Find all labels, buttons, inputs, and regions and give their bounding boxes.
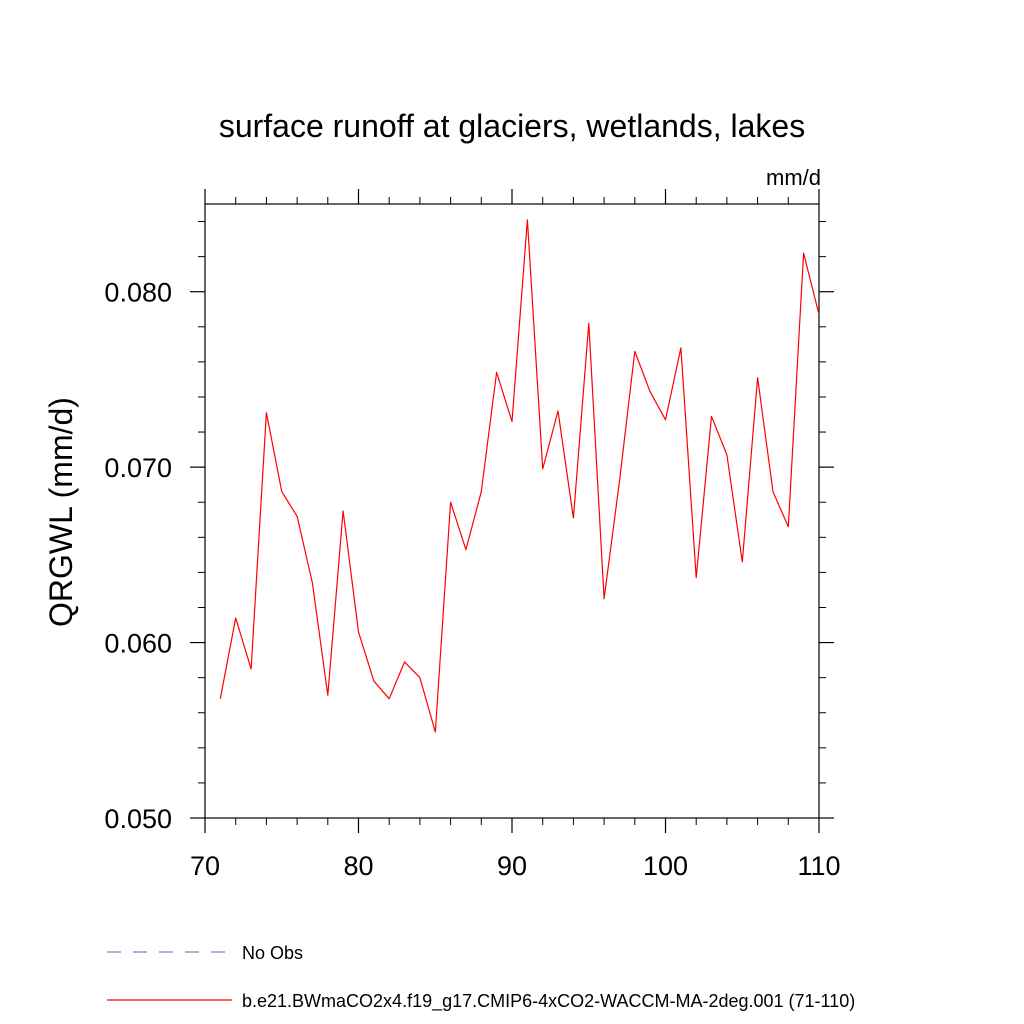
x-tick-label: 110: [797, 851, 840, 881]
x-tick-label: 100: [643, 851, 688, 881]
legend-label-0: No Obs: [242, 943, 303, 963]
axis-ticks: [190, 189, 834, 833]
x-tick-label: 80: [343, 851, 373, 881]
units-label: mm/d: [766, 165, 821, 190]
x-tick-label: 70: [190, 851, 220, 881]
legend: No Obs b.e21.BWmaCO2x4.f19_g17.CMIP6-4xCO…: [107, 943, 855, 1012]
y-tick-label: 0.070: [104, 453, 172, 483]
plot-frame: [204, 203, 820, 819]
series-line: [219, 219, 820, 733]
series-layer: [219, 219, 820, 733]
x-tick-label: 90: [497, 851, 527, 881]
axis-tick-labels: 70 80 90 100 110 0.050 0.060 0.070 0.080: [104, 278, 840, 881]
legend-label-1: b.e21.BWmaCO2x4.f19_g17.CMIP6-4xCO2-WACC…: [242, 991, 855, 1012]
y-axis-label: QRGWL (mm/d): [43, 397, 79, 627]
y-tick-label: 0.060: [104, 629, 172, 659]
chart-title: surface runoff at glaciers, wetlands, la…: [219, 108, 805, 144]
y-tick-label: 0.050: [104, 804, 172, 834]
y-tick-label: 0.080: [104, 278, 172, 308]
